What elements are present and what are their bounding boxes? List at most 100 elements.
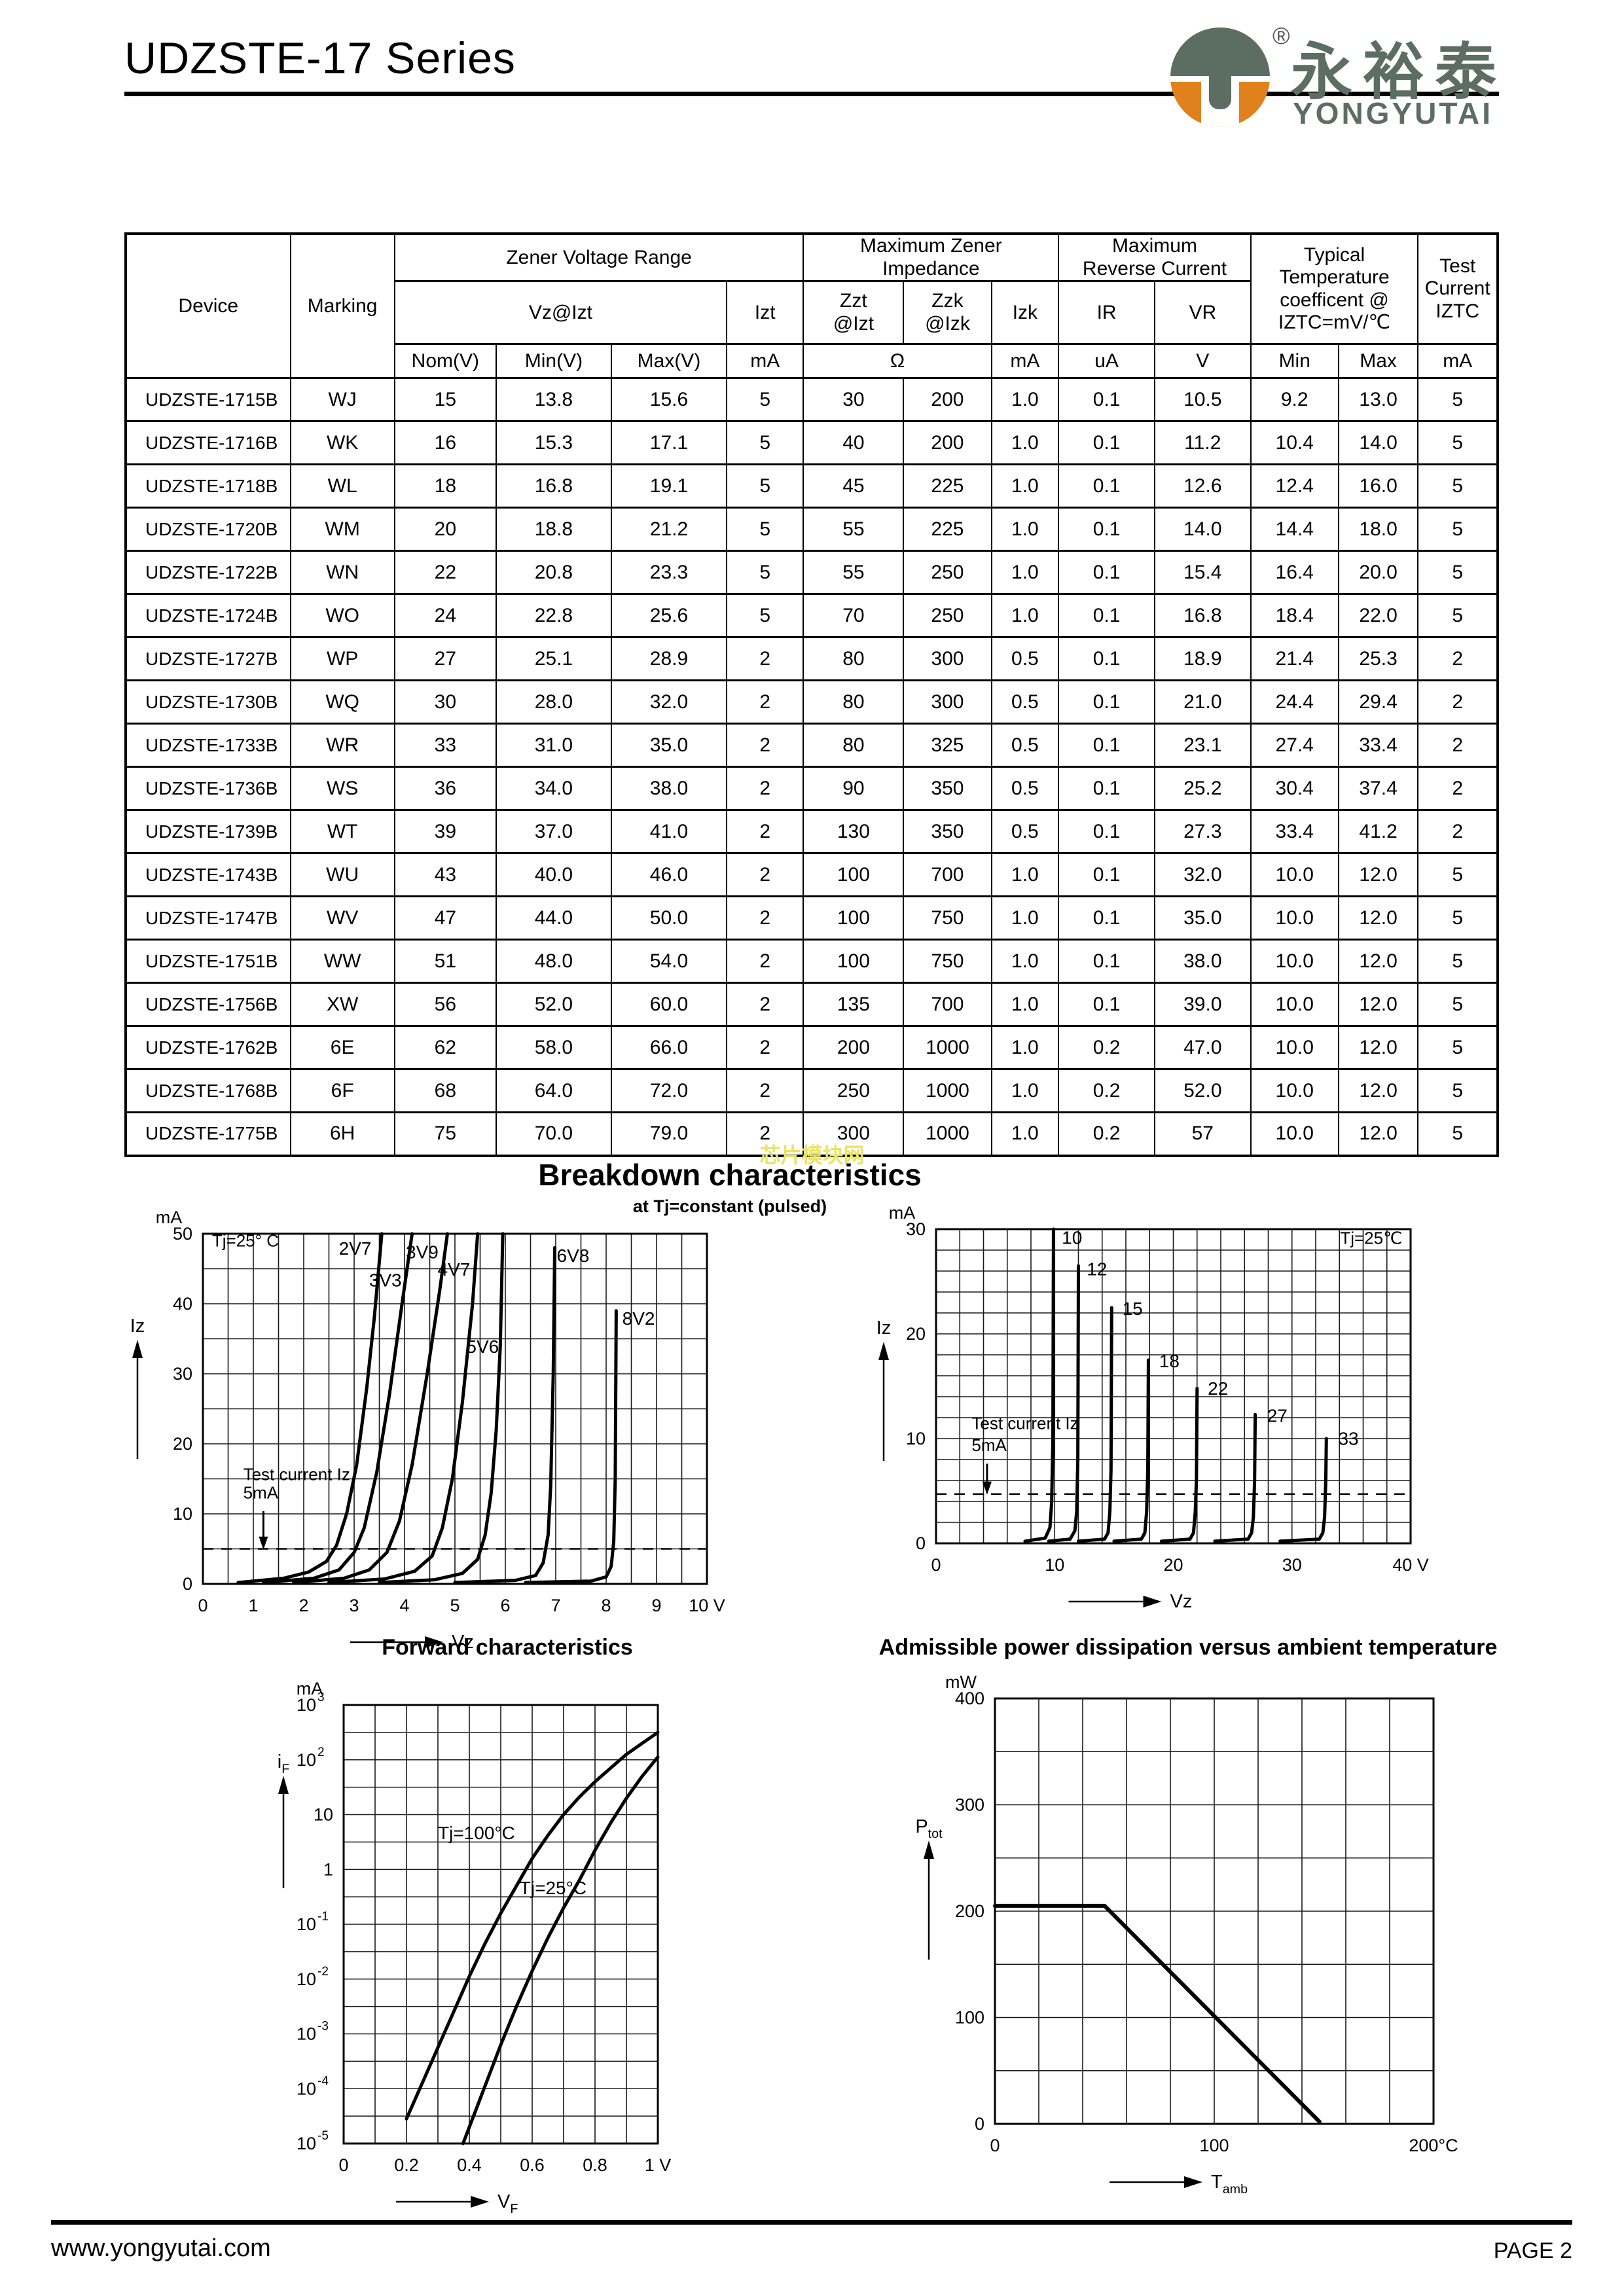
table-cell: 2 <box>1417 809 1498 854</box>
svg-text:40: 40 <box>173 1294 192 1314</box>
group-max-zener-impedance: Maximum Zener Impedance <box>803 232 1060 282</box>
table-cell: 2 <box>726 1111 804 1157</box>
device-cell: UDZSTE-1768B <box>125 1068 291 1113</box>
svg-text:10: 10 <box>906 1429 926 1448</box>
table-cell: 12.0 <box>1337 1025 1419 1070</box>
svg-text:15: 15 <box>1123 1299 1143 1319</box>
table-cell: 18.4 <box>1250 593 1339 638</box>
svg-text:Tj=25° C: Tj=25° C <box>212 1230 279 1250</box>
table-cell: 225 <box>903 507 992 552</box>
table-cell: 10.0 <box>1250 1025 1339 1070</box>
logo-stem <box>1209 55 1231 109</box>
unit-iztc-ma: mA <box>1417 343 1498 379</box>
table-row: UDZSTE-1736B WS 36 34.0 38.0 2 90 350 0.5 0.1 25.2… <box>125 766 1498 811</box>
table-cell: 54.0 <box>610 939 728 984</box>
logo-english-text: YONGYUTAI <box>1293 96 1494 130</box>
table-cell: 27.3 <box>1153 809 1252 854</box>
group-zener-voltage-range: Zener Voltage Range <box>393 232 804 282</box>
table-cell: 57 <box>1153 1111 1252 1157</box>
svg-text:10: 10 <box>1062 1227 1082 1247</box>
svg-text:3V9: 3V9 <box>406 1242 439 1262</box>
curve-18 <box>1112 1358 1150 1543</box>
unit-tc-max: Max <box>1337 343 1419 379</box>
svg-text:400: 400 <box>955 1689 984 1708</box>
table-cell: 0.1 <box>1058 723 1155 768</box>
svg-text:10 V: 10 V <box>689 1596 725 1615</box>
svg-text:40 V: 40 V <box>1392 1555 1429 1575</box>
svg-text:Tamb: Tamb <box>1211 2172 1248 2197</box>
logo-chinese-text: 永裕泰 <box>1291 37 1507 106</box>
table-cell: 15.3 <box>495 420 612 465</box>
svg-text:20: 20 <box>906 1324 926 1344</box>
table-cell: 33.4 <box>1250 809 1339 854</box>
table-cell: 35.0 <box>610 723 728 768</box>
breakdown-left-chart: 0 1 2 3 4 5 6 7 8 9 10 V 50 40 30 20 10 0 mA Iz Vz Tj=25° C T… <box>85 1198 766 1666</box>
table-cell: 2 <box>726 852 804 897</box>
table-cell: 2 <box>726 679 804 725</box>
table-row: UDZSTE-1724B WO 24 22.8 25.6 5 70 250 1.0 0.1 16.8… <box>125 593 1498 638</box>
table-row: UDZSTE-1751B WW 51 48.0 54.0 2 100 750 1.0 0.1 38.… <box>125 939 1498 984</box>
table-cell: 45 <box>803 463 905 509</box>
table-cell: 6E <box>289 1025 395 1070</box>
svg-text:5: 5 <box>450 1596 460 1615</box>
table-cell: 0.1 <box>1058 852 1155 897</box>
table-cell: 40 <box>803 420 905 465</box>
table-cell: 24.4 <box>1250 679 1339 725</box>
svg-text:0: 0 <box>198 1596 208 1615</box>
svg-text:0.8: 0.8 <box>583 2155 607 2175</box>
curve-Tj=25°C <box>461 1755 660 2145</box>
svg-text:22: 22 <box>1208 1378 1228 1399</box>
table-cell: 1.0 <box>990 550 1060 595</box>
table-row: UDZSTE-1747B WV 47 44.0 50.0 2 100 750 1.0 0.1 35.… <box>125 895 1498 941</box>
table-cell: 200 <box>903 420 992 465</box>
table-cell: 36 <box>393 766 497 811</box>
table-cell: 5 <box>726 550 804 595</box>
table-cell: 2 <box>726 809 804 854</box>
table-cell: 80 <box>803 723 905 768</box>
power-section-title: Admissible power dissipation versus ambi… <box>878 1635 1498 1660</box>
registered-trademark-icon: ® <box>1272 22 1290 49</box>
svg-text:-4: -4 <box>317 2074 329 2088</box>
breakdown-section-subtitle: at Tj=constant (pulsed) <box>632 1196 827 1216</box>
table-cell: 2 <box>1417 723 1498 768</box>
svg-text:Tj=25℃: Tj=25℃ <box>1340 1228 1402 1247</box>
table-cell: 11.2 <box>1153 420 1252 465</box>
table-cell: 9.2 <box>1250 377 1339 422</box>
table-cell: 51 <box>393 939 497 984</box>
curve-2V7 <box>236 1232 384 1585</box>
table-cell: 1.0 <box>990 895 1060 941</box>
svg-text:0.4: 0.4 <box>457 2155 482 2175</box>
table-cell: 1.0 <box>990 1025 1060 1070</box>
curve-15 <box>1077 1306 1113 1543</box>
table-cell: 22.0 <box>1337 593 1419 638</box>
svg-text:6: 6 <box>500 1596 510 1615</box>
device-cell: UDZSTE-1739B <box>125 809 291 854</box>
table-cell: 300 <box>903 636 992 681</box>
svg-text:20: 20 <box>173 1434 192 1454</box>
table-cell: 0.1 <box>1058 895 1155 941</box>
table-cell: 250 <box>803 1068 905 1113</box>
table-cell: 0.1 <box>1058 939 1155 984</box>
table-cell: 1000 <box>903 1111 992 1157</box>
table-cell: 1000 <box>903 1025 992 1070</box>
table-cell: WU <box>289 852 395 897</box>
table-cell: 5 <box>1417 550 1498 595</box>
device-cell: UDZSTE-1720B <box>125 507 291 552</box>
table-cell: 5 <box>726 507 804 552</box>
table-row: UDZSTE-1718B WL 18 16.8 19.1 5 45 225 1.0 0.1 12.6… <box>125 463 1498 509</box>
svg-text:1: 1 <box>323 1859 333 1879</box>
svg-text:0: 0 <box>975 2114 984 2134</box>
table-cell: 24 <box>393 593 497 638</box>
table-cell: 5 <box>1417 939 1498 984</box>
device-cell: UDZSTE-1747B <box>125 895 291 941</box>
table-cell: 0.1 <box>1058 809 1155 854</box>
table-cell: 56 <box>393 982 497 1027</box>
table-cell: 22 <box>393 550 497 595</box>
table-cell: 10.0 <box>1250 982 1339 1027</box>
table-cell: 27.4 <box>1250 723 1339 768</box>
table-cell: 5 <box>1417 895 1498 941</box>
table-header-row-params: Vz@Izt Izt Zzt @Izt Zzk @Izk Izk IR VR <box>126 280 1498 345</box>
svg-text:0: 0 <box>338 2155 348 2175</box>
svg-text:0.6: 0.6 <box>520 2155 545 2175</box>
